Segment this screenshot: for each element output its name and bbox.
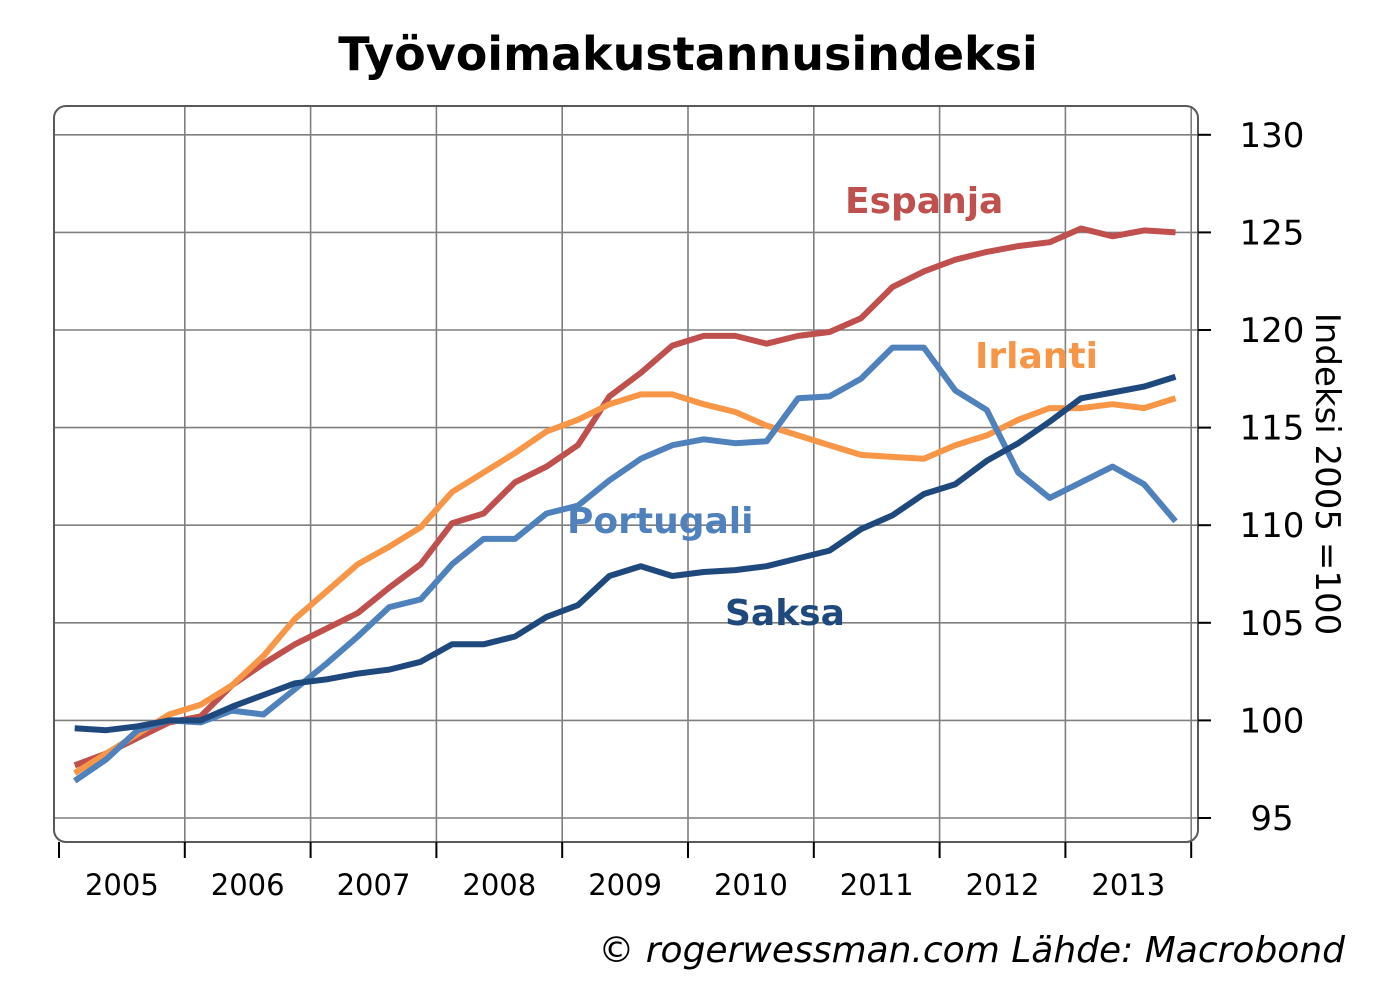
plot-frame xyxy=(53,105,1199,843)
x-tick-label-2013: 2013 xyxy=(1091,868,1165,902)
series-label-portugali: Portugali xyxy=(567,501,753,542)
series-labels: Espanja Irlanti Portugali Saksa xyxy=(567,181,1098,634)
y-tick-label: 120 xyxy=(1240,311,1305,351)
y-tick-label: 100 xyxy=(1240,701,1305,741)
series-line-portugali xyxy=(73,344,1178,784)
x-tick-label-2005: 2005 xyxy=(85,868,159,902)
y-tick-label: 125 xyxy=(1240,213,1305,253)
series-line-saksa xyxy=(74,373,1177,734)
y-tick-label: 110 xyxy=(1240,506,1305,546)
x-axis-ticks: 2005 2006 2007 2008 2009 2010 2011 2012 2013 xyxy=(58,842,1193,902)
series-label-irlanti: Irlanti xyxy=(975,336,1098,377)
gridlines xyxy=(54,106,1198,842)
source-note: © rogerwessman.com Lähde: Macrobond xyxy=(598,930,1346,971)
series-line-irlanti xyxy=(73,391,1177,776)
y-axis-label: Indeksi 2005 =100 xyxy=(1307,313,1347,635)
x-tick-label-2008: 2008 xyxy=(462,868,536,902)
chart-title: Työvoimakustannusindeksi xyxy=(338,27,1038,81)
x-tick-label-2012: 2012 xyxy=(966,868,1040,902)
x-tick-label-2006: 2006 xyxy=(211,868,285,902)
x-tick-label-2010: 2010 xyxy=(714,868,788,902)
y-axis-ticks: 95 100 105 110 115 120 125 130 xyxy=(1198,116,1304,839)
series-line-espanja xyxy=(73,225,1176,769)
x-tick-label-2011: 2011 xyxy=(840,868,914,902)
series-label-espanja: Espanja xyxy=(845,181,1003,222)
y-tick-label: 115 xyxy=(1240,409,1305,449)
x-tick-label-2009: 2009 xyxy=(588,868,662,902)
x-tick-label-2007: 2007 xyxy=(337,868,411,902)
series-lines xyxy=(73,225,1178,784)
y-tick-label: 95 xyxy=(1250,799,1293,839)
y-tick-label: 130 xyxy=(1240,116,1305,156)
series-label-saksa: Saksa xyxy=(725,593,845,634)
y-tick-label: 105 xyxy=(1240,604,1305,644)
